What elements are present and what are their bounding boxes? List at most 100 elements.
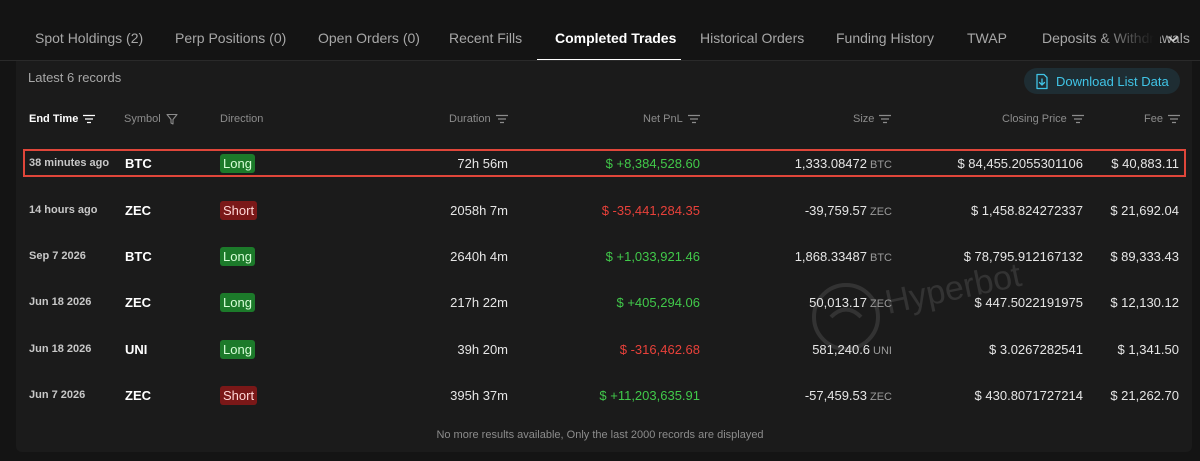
closing-price-cell: $ 78,795.912167132: [963, 249, 1083, 264]
download-list-label: Download List Data: [1056, 73, 1169, 89]
net-pnl-cell: $ -35,441,284.35: [601, 203, 700, 218]
column-size-label: Size: [853, 113, 875, 125]
records-count: Latest 6 records: [28, 70, 122, 85]
column-end-time-label: End Time: [29, 113, 79, 125]
sort-icon: [1167, 114, 1180, 124]
net-pnl-cell: $ +405,294.06: [616, 295, 701, 310]
duration-cell: 72h 56m: [457, 156, 508, 171]
symbol-cell[interactable]: BTC: [125, 156, 152, 171]
size-cell: -39,759.57 ZEC: [805, 203, 892, 218]
size-unit: BTC: [870, 159, 892, 171]
size-value: 50,013.17: [809, 295, 867, 310]
net-pnl-cell: $ +11,203,635.91: [599, 388, 700, 403]
sort-icon: [687, 114, 700, 124]
end-time-cell: Jun 7 2026: [29, 389, 86, 401]
duration-cell: 217h 22m: [450, 295, 508, 310]
duration-cell: 2640h 4m: [450, 249, 508, 264]
column-net-pnl[interactable]: Net PnL: [643, 113, 700, 125]
column-duration-label: Duration: [449, 113, 491, 125]
symbol-cell[interactable]: UNI: [125, 342, 148, 357]
tab-recent-fills[interactable]: Recent Fills: [449, 30, 523, 46]
direction-badge: Short: [220, 201, 258, 220]
tab-open-orders[interactable]: Open Orders (0): [318, 30, 420, 46]
tab-overflow-fade: [1100, 0, 1160, 60]
end-time-cell: Jun 18 2026: [29, 296, 92, 308]
fee-cell: $ 21,692.04: [1110, 203, 1179, 218]
direction-badge: Long: [220, 154, 255, 173]
closing-price-cell: $ 1,458.824272337: [970, 203, 1083, 218]
fee-cell: $ 21,262.70: [1110, 388, 1179, 403]
size-cell: 50,013.17 ZEC: [809, 295, 892, 310]
end-time-cell: 14 hours ago: [29, 204, 98, 216]
net-pnl-cell: $ +8,384,528.60: [605, 156, 700, 171]
fee-cell: $ 12,130.12: [1110, 295, 1179, 310]
size-cell: 1,333.08472 BTC: [795, 156, 892, 171]
symbol-cell[interactable]: BTC: [125, 249, 152, 264]
closing-price-cell: $ 447.5022191975: [974, 295, 1083, 310]
direction-badge: Short: [220, 386, 258, 405]
size-unit: BTC: [870, 252, 892, 264]
column-direction: Direction: [220, 113, 263, 125]
column-net-pnl-label: Net PnL: [643, 113, 683, 125]
selected-row-highlight: [23, 149, 1186, 177]
column-direction-label: Direction: [220, 113, 264, 125]
column-closing-price-label: Closing Price: [1002, 113, 1067, 125]
end-time-cell: 38 minutes ago: [29, 157, 110, 169]
filter-icon: [166, 113, 178, 125]
sort-icon: [83, 114, 96, 124]
closing-price-cell: $ 430.8071727214: [974, 388, 1083, 403]
duration-cell: 39h 20m: [457, 342, 508, 357]
tab-historical-orders[interactable]: Historical Orders: [700, 30, 805, 46]
trades-panel: [16, 61, 1192, 452]
size-value: 1,333.08472: [794, 156, 867, 171]
symbol-cell[interactable]: ZEC: [125, 295, 151, 310]
active-tab-indicator: [537, 59, 681, 60]
sort-icon: [879, 114, 892, 124]
download-list-button[interactable]: Download List Data: [1024, 68, 1180, 94]
column-duration[interactable]: Duration: [449, 113, 508, 125]
tab-perp-positions[interactable]: Perp Positions (0): [175, 30, 287, 46]
net-pnl-cell: $ -316,462.68: [619, 342, 700, 357]
duration-cell: 395h 37m: [450, 388, 508, 403]
tab-bar: Spot Holdings (2) Perp Positions (0) Ope…: [0, 0, 1200, 61]
symbol-cell[interactable]: ZEC: [125, 388, 151, 403]
size-unit: ZEC: [870, 206, 892, 218]
closing-price-cell: $ 3.0267282541: [989, 342, 1083, 357]
size-cell: 581,240.6 UNI: [812, 342, 892, 357]
sort-icon: [1071, 114, 1084, 124]
results-footer: No more results available, Only the last…: [436, 429, 764, 441]
tab-spot-holdings[interactable]: Spot Holdings (2): [35, 30, 144, 46]
tab-twap[interactable]: TWAP: [967, 30, 1007, 46]
sort-icon: [495, 114, 508, 124]
column-fee[interactable]: Fee: [1144, 113, 1180, 125]
fee-cell: $ 89,333.43: [1110, 249, 1179, 264]
column-fee-label: Fee: [1144, 113, 1163, 125]
column-closing-price[interactable]: Closing Price: [1002, 113, 1084, 125]
size-value: 1,868.33487: [794, 249, 867, 264]
size-unit: UNI: [873, 345, 892, 357]
size-value: 581,240.6: [812, 342, 871, 357]
size-value: -57,459.53: [804, 388, 867, 403]
size-value: -39,759.57: [804, 203, 867, 218]
column-symbol[interactable]: Symbol: [124, 113, 178, 125]
fee-cell: $ 1,341.50: [1117, 342, 1179, 357]
tab-completed-trades[interactable]: Completed Trades: [555, 30, 677, 46]
duration-cell: 2058h 7m: [450, 203, 508, 218]
end-time-cell: Jun 18 2026: [29, 343, 92, 355]
size-cell: 1,868.33487 BTC: [795, 249, 892, 264]
chevron-down-icon[interactable]: [1163, 29, 1183, 49]
end-time-cell: Sep 7 2026: [29, 250, 86, 262]
column-end-time[interactable]: End Time: [29, 113, 96, 125]
size-unit: ZEC: [870, 298, 892, 310]
size-unit: ZEC: [870, 391, 892, 403]
column-size[interactable]: Size: [853, 113, 892, 125]
symbol-cell[interactable]: ZEC: [125, 203, 151, 218]
fee-cell: $ 40,883.11: [1111, 156, 1179, 171]
direction-badge: Long: [220, 247, 255, 266]
direction-badge: Long: [220, 340, 255, 359]
direction-badge: Long: [220, 293, 255, 312]
tab-funding-history[interactable]: Funding History: [836, 30, 935, 46]
download-icon: [1036, 73, 1048, 89]
column-symbol-label: Symbol: [124, 113, 161, 125]
net-pnl-cell: $ +1,033,921.46: [605, 249, 700, 264]
